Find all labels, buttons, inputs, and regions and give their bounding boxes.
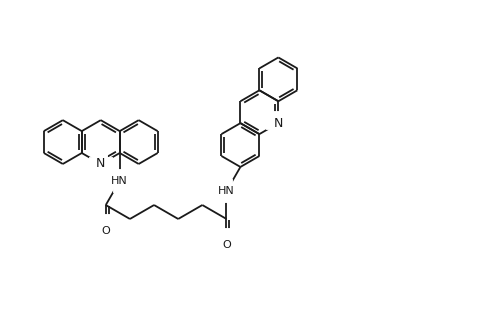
Text: O: O [102,226,110,236]
Text: N: N [96,158,106,170]
Text: HN: HN [218,186,235,196]
Text: HN: HN [111,176,128,186]
Text: N: N [273,117,283,130]
Text: O: O [222,240,231,250]
